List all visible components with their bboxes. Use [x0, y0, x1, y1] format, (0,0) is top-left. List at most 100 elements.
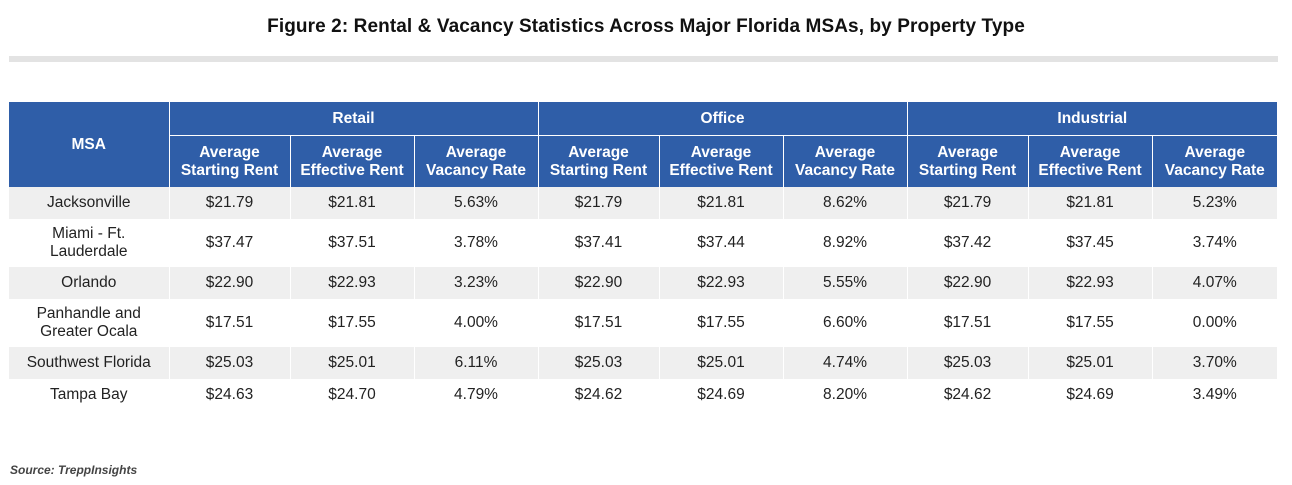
group-header-retail: Retail [168, 102, 538, 136]
value-cell-industrial-starting-rent: $22.90 [906, 267, 1029, 299]
table-row: Southwest Florida $25.03 $25.01 6.11% $25.03… [9, 347, 1278, 379]
table-row: Orlando $22.90 $22.93 3.23% $22.90 $22.93 5.55… [9, 267, 1278, 299]
value-cell-office-starting-rent: $25.03 [537, 347, 659, 379]
value-cell-retail-effective-rent: $37.51 [289, 219, 414, 267]
group-header-industrial: Industrial [906, 102, 1278, 136]
sub-header-line: Starting Rent [549, 161, 648, 179]
value-cell-office-starting-rent: $22.90 [537, 267, 659, 299]
sub-header-retail-starting-rent: Average Starting Rent [168, 135, 290, 187]
sub-header-line: Effective Rent [669, 161, 773, 179]
value-cell-office-effective-rent: $22.93 [658, 267, 783, 299]
msa-name-line: Miami - Ft. [52, 225, 126, 242]
sub-header-line: Average [199, 143, 260, 161]
msa-name-line: Panhandle and [36, 305, 141, 322]
value-cell-office-starting-rent: $21.79 [537, 187, 659, 219]
value-cell-industrial-starting-rent: $37.42 [906, 219, 1029, 267]
value-cell-industrial-effective-rent: $37.45 [1027, 219, 1153, 267]
value-cell-retail-starting-rent: $22.90 [168, 267, 290, 299]
sub-header-line: Average [1184, 143, 1246, 161]
value-cell-office-vacancy-rate: 4.74% [782, 347, 908, 379]
msa-name-cell: Tampa Bay [9, 379, 169, 411]
value-cell-industrial-starting-rent: $21.79 [906, 187, 1029, 219]
value-cell-retail-effective-rent: $24.70 [289, 379, 414, 411]
msa-name-line: Lauderdale [49, 243, 128, 260]
table-row: Jacksonville $21.79 $21.81 5.63% $21.79 $21.8… [9, 187, 1278, 219]
value-cell-industrial-effective-rent: $25.01 [1027, 347, 1153, 379]
value-cell-retail-vacancy-rate: 4.00% [413, 299, 538, 347]
msa-name-line: Orlando [61, 274, 117, 291]
sub-header-retail-effective-rent: Average Effective Rent [289, 135, 414, 187]
title-divider [9, 56, 1278, 62]
value-cell-retail-effective-rent: $22.93 [289, 267, 414, 299]
value-cell-office-effective-rent: $25.01 [658, 347, 783, 379]
value-cell-industrial-vacancy-rate: 4.07% [1151, 267, 1278, 299]
value-cell-industrial-effective-rent: $24.69 [1027, 379, 1153, 411]
value-cell-industrial-vacancy-rate: 5.23% [1151, 187, 1278, 219]
value-cell-industrial-starting-rent: $25.03 [906, 347, 1029, 379]
sub-header-line: Average [1059, 143, 1121, 161]
sub-header-line: Average [937, 143, 998, 161]
value-cell-retail-vacancy-rate: 3.78% [413, 219, 538, 267]
sub-header-retail-vacancy-rate: Average Vacancy Rate [413, 135, 538, 187]
value-cell-industrial-effective-rent: $17.55 [1027, 299, 1153, 347]
msa-name-line: Greater Ocala [40, 323, 138, 340]
value-cell-retail-starting-rent: $21.79 [168, 187, 290, 219]
value-cell-retail-effective-rent: $17.55 [289, 299, 414, 347]
msa-name-cell: Southwest Florida [9, 347, 169, 379]
sub-header-line: Average [690, 143, 752, 161]
sub-header-line: Vacancy Rate [426, 161, 526, 179]
sub-header-line: Starting Rent [918, 161, 1017, 179]
sub-header-line: Effective Rent [300, 161, 404, 179]
value-cell-retail-vacancy-rate: 6.11% [413, 347, 538, 379]
value-cell-retail-vacancy-rate: 5.63% [413, 187, 538, 219]
value-cell-office-starting-rent: $24.62 [537, 379, 659, 411]
sub-header-line: Vacancy Rate [795, 161, 895, 179]
value-cell-office-effective-rent: $17.55 [658, 299, 783, 347]
value-cell-office-starting-rent: $37.41 [537, 219, 659, 267]
value-cell-industrial-vacancy-rate: 3.70% [1151, 347, 1278, 379]
table-row: Miami - Ft. Lauderdale $37.47 $37.51 3.78% $3… [9, 219, 1278, 267]
value-cell-office-effective-rent: $21.81 [658, 187, 783, 219]
sub-header-line: Average [321, 143, 383, 161]
value-cell-office-effective-rent: $24.69 [658, 379, 783, 411]
sub-header-row: Average Starting Rent Average Effective Ren… [9, 135, 1278, 187]
value-cell-retail-starting-rent: $25.03 [168, 347, 290, 379]
sub-header-line: Average [568, 143, 629, 161]
value-cell-office-starting-rent: $17.51 [537, 299, 659, 347]
value-cell-retail-effective-rent: $21.81 [289, 187, 414, 219]
msa-name-cell: Jacksonville [9, 187, 169, 219]
value-cell-retail-starting-rent: $37.47 [168, 219, 290, 267]
stats-table: MSA Retail Office Industrial Average Star… [9, 102, 1278, 411]
msa-column-header: MSA [9, 102, 169, 187]
sub-header-industrial-starting-rent: Average Starting Rent [906, 135, 1029, 187]
sub-header-industrial-vacancy-rate: Average Vacancy Rate [1151, 135, 1278, 187]
group-header-office: Office [537, 102, 908, 136]
sub-header-line: Starting Rent [180, 161, 279, 179]
sub-header-industrial-effective-rent: Average Effective Rent [1027, 135, 1153, 187]
value-cell-industrial-vacancy-rate: 0.00% [1151, 299, 1278, 347]
sub-header-line: Effective Rent [1038, 161, 1142, 179]
sub-header-office-effective-rent: Average Effective Rent [658, 135, 783, 187]
sub-header-line: Average [445, 143, 507, 161]
value-cell-retail-vacancy-rate: 3.23% [413, 267, 538, 299]
value-cell-office-vacancy-rate: 5.55% [782, 267, 908, 299]
msa-name-cell: Orlando [9, 267, 169, 299]
value-cell-retail-starting-rent: $24.63 [168, 379, 290, 411]
value-cell-office-vacancy-rate: 8.92% [782, 219, 908, 267]
sub-header-office-vacancy-rate: Average Vacancy Rate [782, 135, 908, 187]
value-cell-industrial-starting-rent: $17.51 [906, 299, 1029, 347]
source-note: Source: TreppInsights [10, 463, 138, 477]
table-row: Tampa Bay $24.63 $24.70 4.79% $24.62 $24.69 8.… [9, 379, 1278, 411]
value-cell-retail-starting-rent: $17.51 [168, 299, 290, 347]
value-cell-office-vacancy-rate: 8.20% [782, 379, 908, 411]
value-cell-office-effective-rent: $37.44 [658, 219, 783, 267]
value-cell-industrial-vacancy-rate: 3.49% [1151, 379, 1278, 411]
value-cell-industrial-starting-rent: $24.62 [906, 379, 1029, 411]
value-cell-retail-vacancy-rate: 4.79% [413, 379, 538, 411]
value-cell-retail-effective-rent: $25.01 [289, 347, 414, 379]
msa-name-line: Tampa Bay [49, 386, 128, 403]
sub-header-line: Average [814, 143, 876, 161]
value-cell-industrial-vacancy-rate: 3.74% [1151, 219, 1278, 267]
table-row: Panhandle and Greater Ocala $17.51 $17.55 4.… [9, 299, 1278, 347]
